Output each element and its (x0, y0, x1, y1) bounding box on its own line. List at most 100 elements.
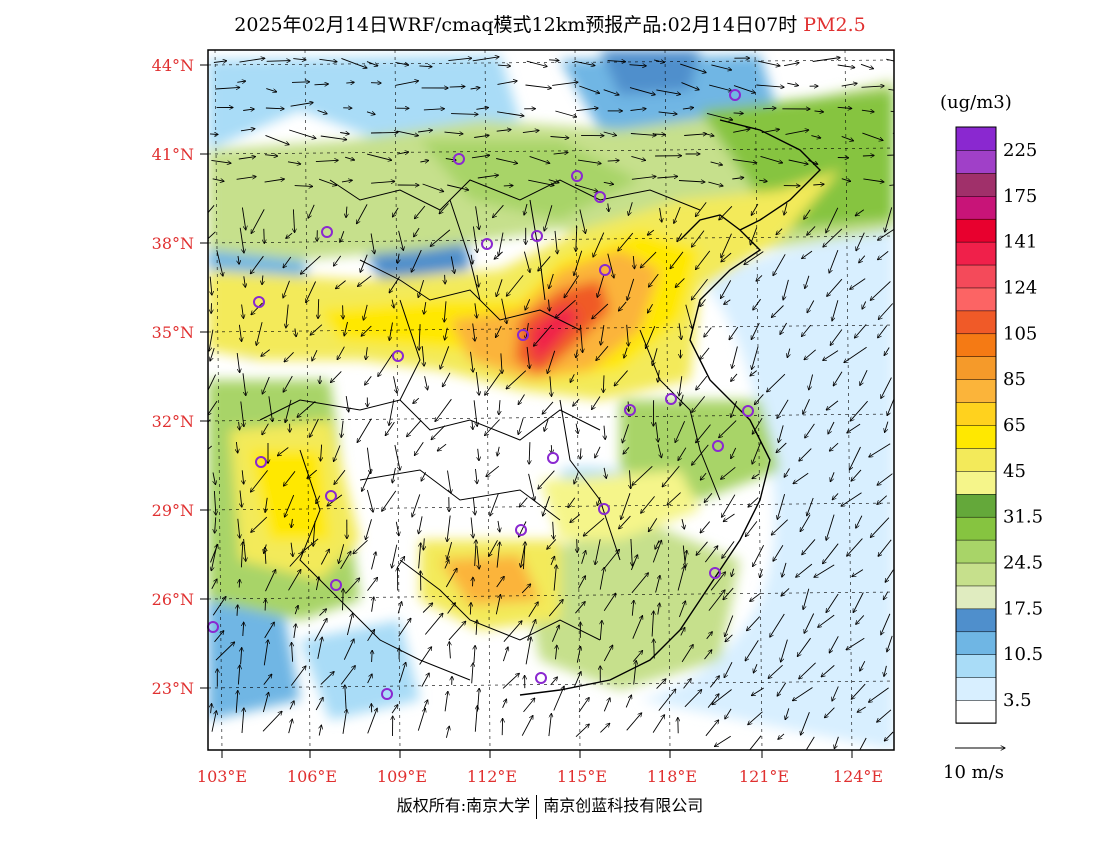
wind-arrow (631, 538, 632, 566)
wind-arrow (856, 515, 863, 529)
wind-arrow (501, 298, 507, 324)
wind-arrow (450, 256, 454, 273)
wind-arrow (499, 232, 504, 256)
wind-arrow (268, 396, 273, 421)
wind-arrow (603, 131, 617, 136)
wind-arrow (751, 687, 764, 696)
wind-arrow (782, 562, 787, 577)
wind-arrow (485, 419, 500, 436)
wind-arrow (827, 278, 843, 296)
colorbar-label: 24.5 (1003, 553, 1043, 574)
wind-arrow (731, 568, 733, 577)
wind-arrow (763, 108, 776, 109)
wind-arrow (496, 158, 517, 164)
wind-arrow (846, 637, 865, 650)
wind-arrow (289, 701, 294, 710)
wind-arrow (549, 299, 550, 312)
wind-arrow (343, 639, 354, 660)
wind-arrow (445, 274, 446, 284)
colorbar-segment (955, 631, 997, 655)
wind-arrow (597, 496, 600, 506)
wind-arrow (870, 281, 891, 301)
wind-arrow (341, 420, 343, 438)
wind-arrow (414, 442, 424, 455)
wind-arrow (869, 443, 891, 457)
wind-arrow (856, 232, 865, 251)
wind-arrow (813, 184, 824, 185)
wind-arrow (435, 398, 452, 421)
wind-arrow (829, 636, 839, 653)
wind-arrow (534, 324, 552, 346)
wind-arrow (700, 347, 710, 360)
wind-arrow (579, 209, 586, 234)
wind-arrow (506, 275, 524, 296)
wind-arrow (261, 349, 270, 357)
axis-ticks (200, 64, 853, 758)
wind-arrow (707, 694, 719, 708)
wind-arrow (215, 642, 235, 661)
wind-arrow (692, 230, 705, 248)
wind-arrow (240, 490, 242, 508)
wind-arrow (832, 300, 839, 321)
wind-arrow (777, 493, 786, 519)
wind-arrow (704, 493, 713, 502)
wind-arrow (553, 152, 568, 154)
wind-arrow (529, 155, 550, 163)
colorbar-segment (955, 585, 997, 610)
wind-arrow (878, 539, 892, 557)
wind-arrow (529, 442, 530, 464)
wind-arrow (445, 568, 457, 588)
city-marker (709, 567, 721, 579)
wind-arrow (785, 130, 809, 135)
wind-arrow (477, 175, 499, 179)
wind-arrow (886, 58, 894, 62)
wind-arrow (526, 346, 530, 369)
wind-arrow (239, 227, 244, 253)
colorbar-segment (955, 608, 997, 633)
wind-arrow (475, 540, 476, 567)
wind-arrow (574, 250, 583, 276)
wind-arrow (681, 645, 693, 663)
wind-arrow (601, 325, 605, 345)
wind-arrow (497, 81, 518, 85)
wind-arrow (447, 184, 469, 190)
wind-arrow (288, 570, 301, 591)
wind-arrow (208, 419, 211, 427)
wind-arrow (523, 698, 535, 713)
wind-arrow (471, 517, 473, 538)
wind-arrow (493, 204, 504, 217)
wind-arrow (497, 111, 524, 116)
wind-arrow (212, 597, 226, 616)
wind-arrow (421, 472, 427, 481)
pm25-field (208, 50, 894, 750)
colorbar-segment (955, 676, 997, 701)
wind-arrow (677, 566, 685, 591)
wind-arrow (284, 471, 296, 486)
city-marker (481, 238, 493, 250)
wind-arrow (502, 673, 519, 689)
wind-arrow (750, 227, 758, 245)
city-marker (255, 456, 267, 468)
wind-arrow (884, 665, 887, 677)
wind-arrow (318, 178, 337, 185)
wind-arrow (829, 442, 839, 451)
wind-arrow (797, 637, 811, 656)
wind-arrow (807, 497, 814, 516)
wind-arrow (600, 621, 602, 640)
wind-arrow (780, 322, 787, 334)
wind-arrow (753, 664, 758, 673)
wind-arrow (884, 731, 894, 741)
wind-arrow (445, 327, 448, 340)
wind-arrow (370, 132, 398, 133)
wind-arrow (357, 418, 372, 443)
wind-arrow (781, 588, 790, 596)
wind-arrow (706, 112, 733, 120)
wind-arrow (358, 275, 372, 287)
colorbar-segment (955, 447, 997, 472)
wind-arrow (832, 493, 839, 499)
colorbar-label: 105 (1003, 323, 1037, 344)
wind-arrow (862, 132, 883, 140)
wind-arrow (315, 577, 319, 591)
wind-arrow (214, 631, 224, 643)
colorbar-label: 175 (1003, 186, 1037, 207)
